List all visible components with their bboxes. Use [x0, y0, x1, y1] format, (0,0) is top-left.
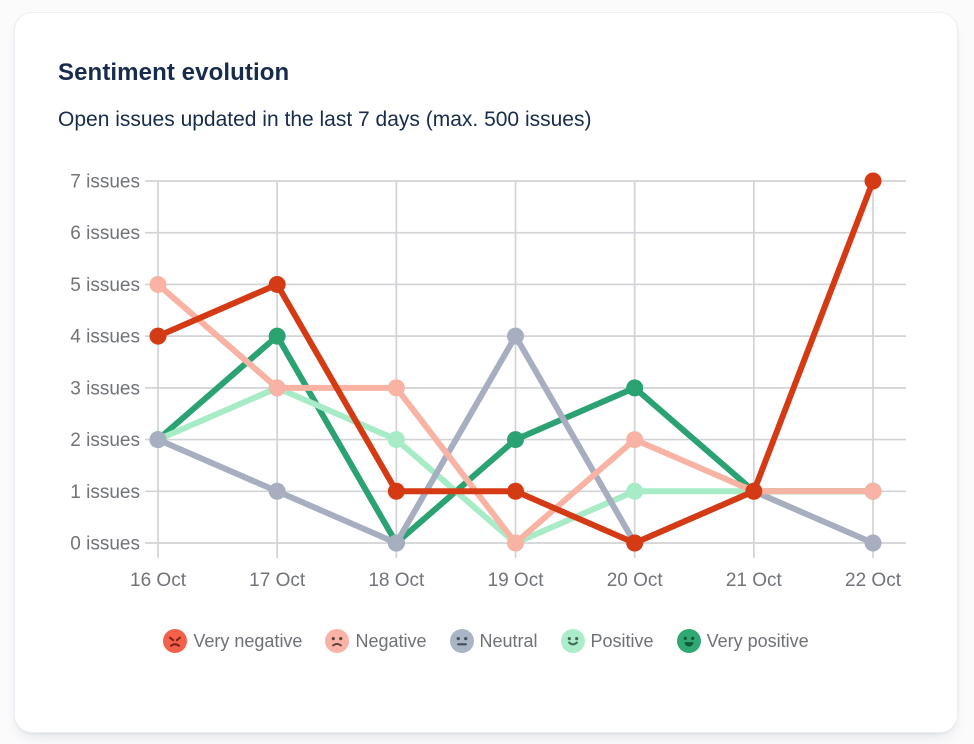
data-point-negative[interactable] — [268, 379, 286, 397]
data-point-very-negative[interactable] — [864, 172, 882, 190]
data-point-positive[interactable] — [387, 431, 405, 449]
legend-item-very-negative: Very negative — [163, 629, 302, 653]
y-axis-tick-label: 4 issues — [70, 327, 140, 348]
data-point-neutral[interactable] — [507, 327, 525, 345]
x-axis-tick-label: 20 Oct — [607, 570, 664, 591]
big-smile-face-icon — [676, 629, 701, 653]
series-very-negative[interactable] — [149, 172, 882, 552]
legend-item-neutral: Neutral — [449, 629, 538, 653]
data-point-very-negative[interactable] — [387, 482, 405, 500]
data-point-very-positive[interactable] — [268, 327, 286, 345]
sad-face-icon — [325, 629, 350, 653]
page-title: Sentiment evolution — [58, 59, 290, 86]
neutral-face-icon — [449, 629, 474, 653]
x-axis-tick-label: 18 Oct — [368, 570, 425, 591]
sentiment-card: Sentiment evolution Open issues updated … — [14, 12, 958, 733]
y-axis-tick-label: 0 issues — [70, 534, 140, 555]
legend-label-neutral: Neutral — [479, 630, 538, 651]
legend-label-very-positive: Very positive — [706, 630, 809, 651]
data-point-very-negative[interactable] — [507, 482, 525, 500]
data-point-neutral[interactable] — [268, 482, 286, 500]
x-axis-tick-label: 21 Oct — [726, 570, 783, 591]
data-point-negative[interactable] — [149, 275, 167, 293]
data-point-negative[interactable] — [507, 534, 525, 552]
y-axis-tick-label: 2 issues — [70, 430, 140, 451]
data-point-neutral[interactable] — [387, 534, 405, 552]
data-point-very-positive[interactable] — [626, 379, 644, 397]
x-axis-tick-label: 22 Oct — [845, 570, 902, 591]
data-point-very-negative[interactable] — [626, 534, 644, 552]
legend-item-positive: Positive — [560, 629, 654, 653]
legend-label-very-negative: Very negative — [193, 630, 303, 651]
y-axis-tick-label: 5 issues — [70, 275, 140, 296]
y-axis-tick-label: 6 issues — [70, 223, 140, 244]
legend-label-negative: Negative — [355, 630, 427, 651]
x-axis-tick-label: 17 Oct — [249, 570, 306, 591]
data-point-negative[interactable] — [626, 431, 644, 449]
chart-legend: Very negative Negative Neutral Positive — [15, 629, 957, 653]
sentiment-line-chart[interactable]: 0 issues 1 issues 2 issues 3 issues 4 issues… — [41, 156, 961, 606]
y-axis-tick-label: 1 issues — [70, 482, 140, 503]
data-point-negative[interactable] — [387, 379, 405, 397]
legend-item-negative: Negative — [325, 629, 427, 653]
data-point-very-negative[interactable] — [149, 327, 167, 345]
data-point-negative[interactable] — [864, 482, 882, 500]
data-point-very-negative[interactable] — [268, 275, 286, 293]
data-point-very-negative[interactable] — [745, 482, 763, 500]
legend-item-very-positive: Very positive — [676, 629, 809, 653]
y-axis-tick-label: 3 issues — [70, 378, 140, 399]
x-axis-tick-label: 19 Oct — [488, 570, 545, 591]
angry-face-icon — [163, 629, 188, 653]
chart-subtitle: Open issues updated in the last 7 days (… — [58, 108, 592, 131]
data-point-neutral[interactable] — [149, 431, 167, 449]
x-axis-tick-label: 16 Oct — [130, 570, 187, 591]
smile-face-icon — [560, 629, 585, 653]
legend-label-positive: Positive — [590, 630, 654, 651]
data-point-very-positive[interactable] — [507, 431, 525, 449]
y-axis-tick-label: 7 issues — [70, 172, 140, 193]
data-point-neutral[interactable] — [864, 534, 882, 552]
data-point-positive[interactable] — [626, 482, 644, 500]
